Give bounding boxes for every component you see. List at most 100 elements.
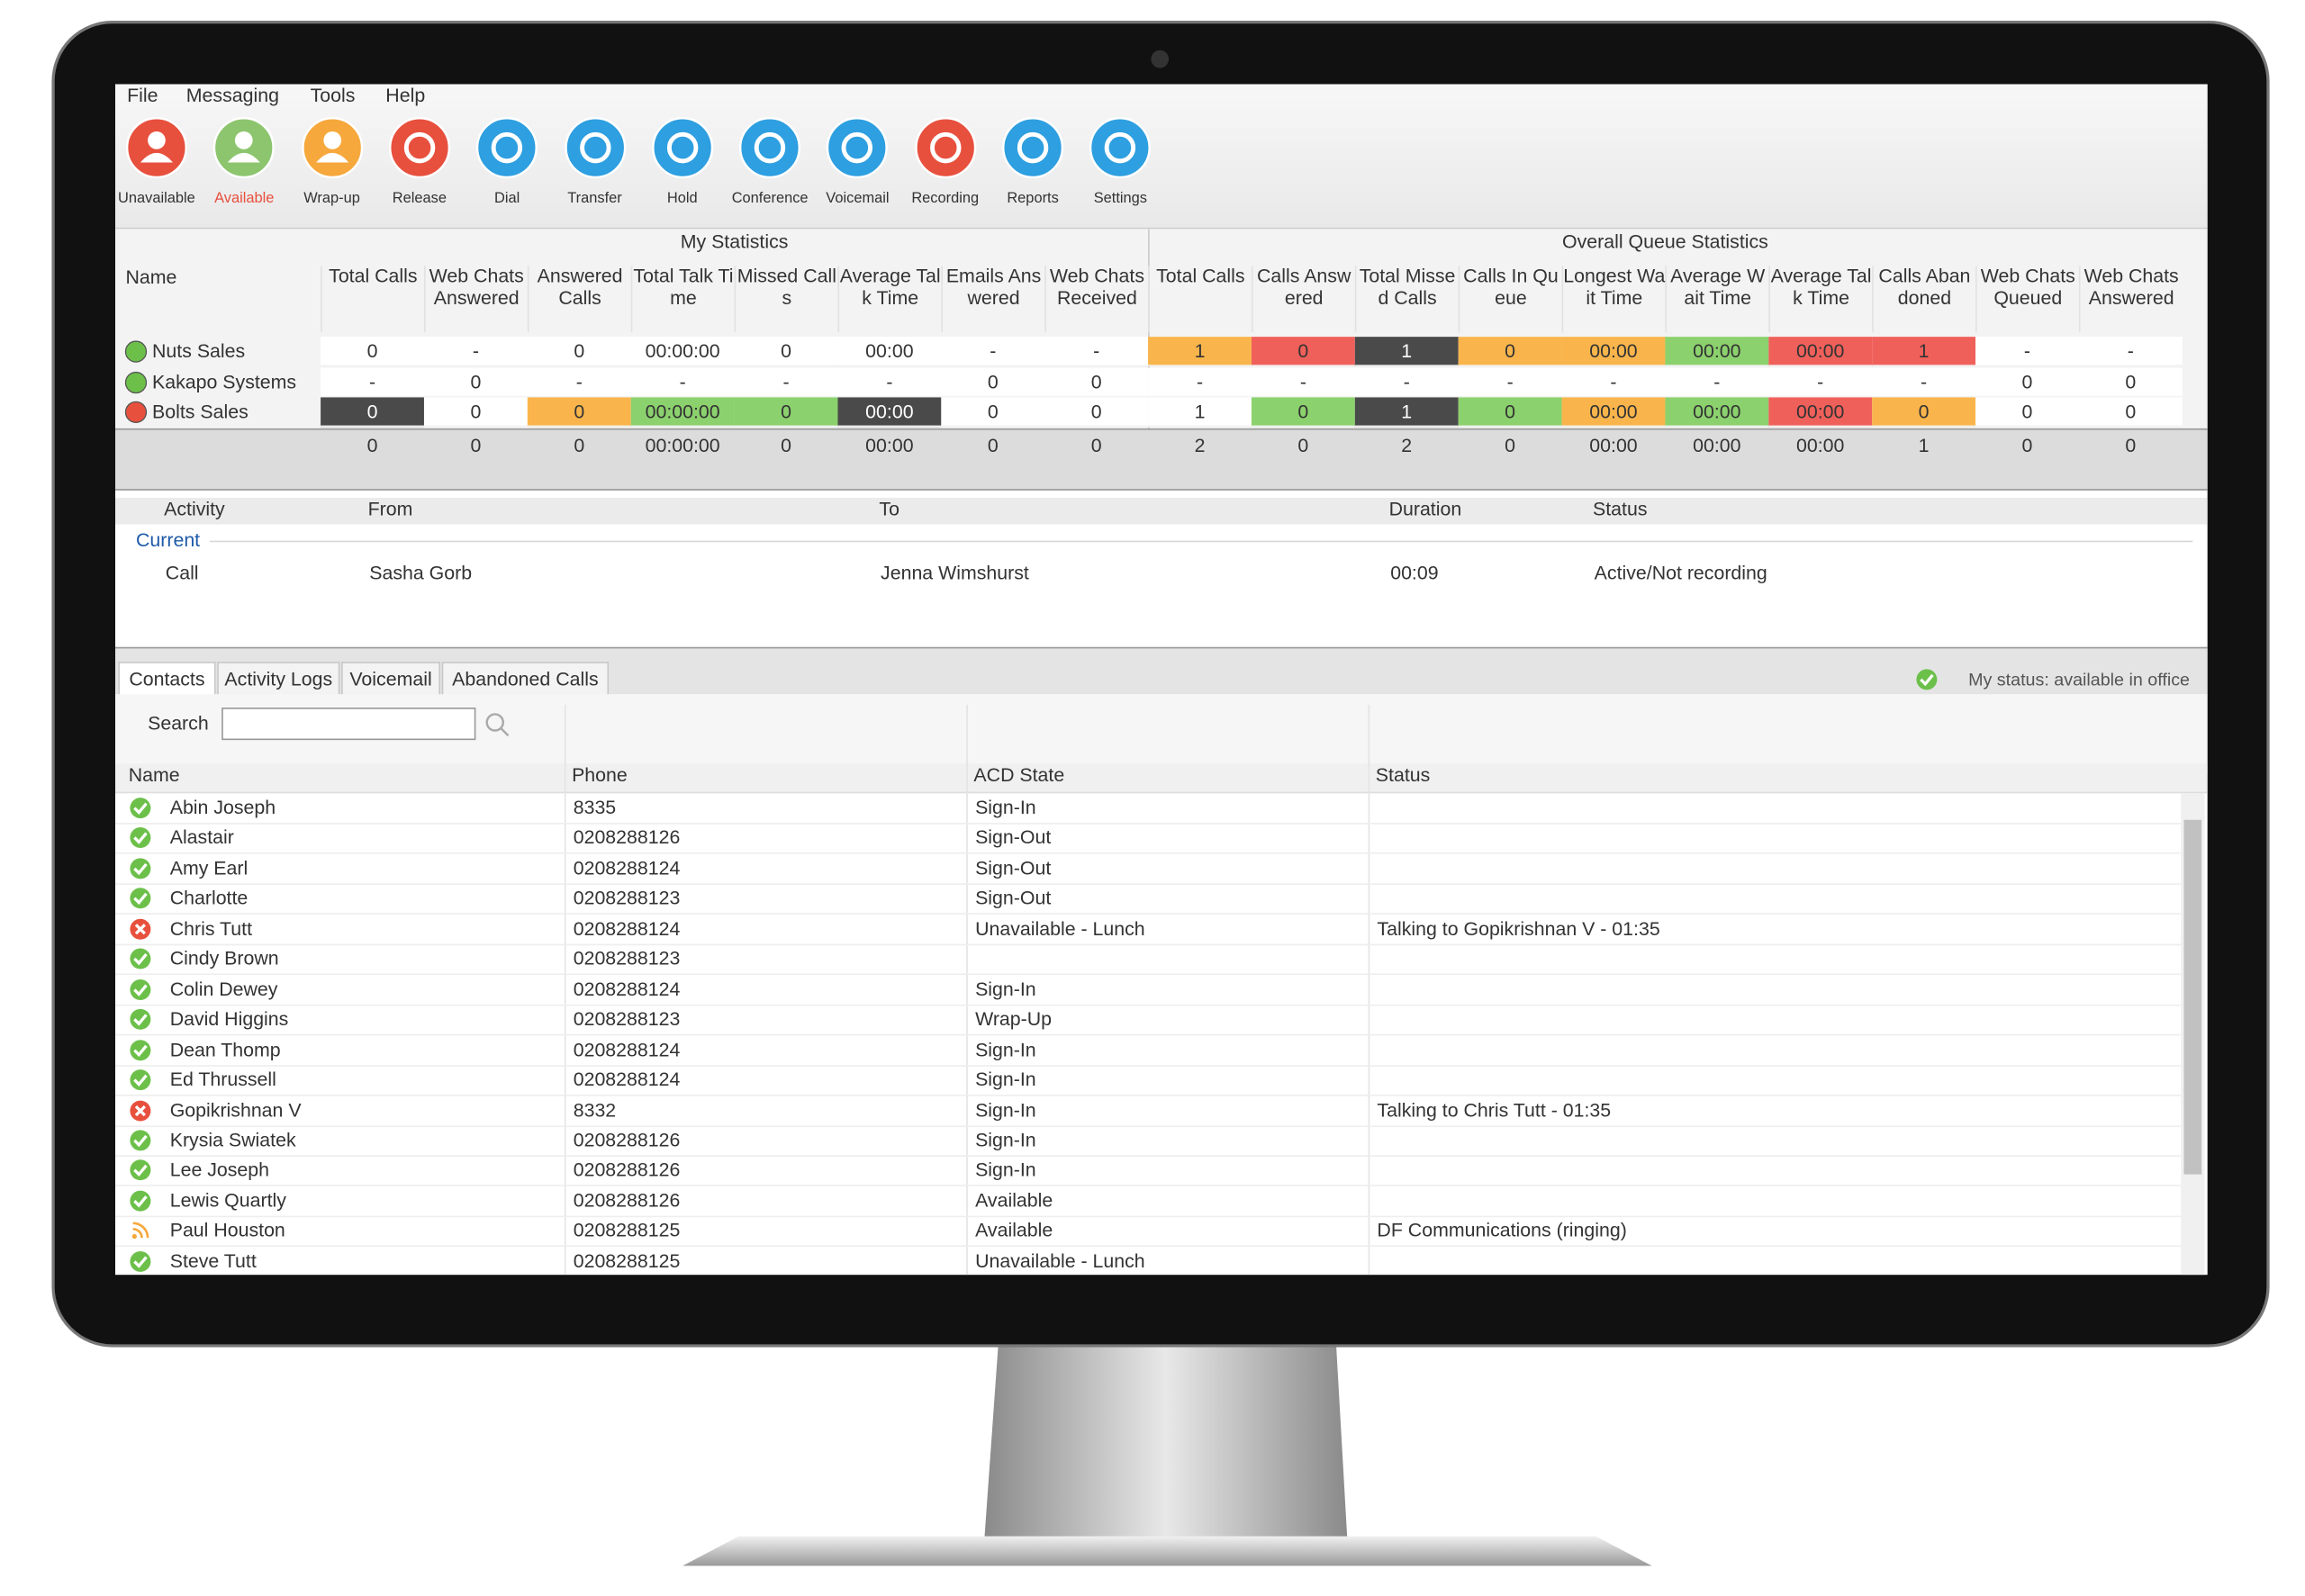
stat-cell: 0 xyxy=(2078,366,2183,397)
row-line xyxy=(115,973,2182,976)
stats-group: My Statistics xyxy=(680,230,789,253)
row-line xyxy=(115,1033,2182,1036)
stat-cell: 0 xyxy=(1975,366,2079,397)
queue-name: Bolts Sales xyxy=(152,400,249,423)
menu-item[interactable]: Help xyxy=(385,84,426,107)
contact-cell: 0208288125 xyxy=(573,1249,681,1272)
stat-cell: 0 xyxy=(1044,366,1149,397)
contact-cell: 0208288124 xyxy=(573,977,681,1000)
contact-cell[interactable]: Paul Houston xyxy=(169,1219,285,1241)
contact-status-icon xyxy=(130,1159,151,1181)
stat-cell: - xyxy=(837,366,942,397)
contact-cell[interactable]: Lee Joseph xyxy=(169,1159,270,1181)
menu-item[interactable]: File xyxy=(127,84,158,107)
contact-cell: Wrap-Up xyxy=(975,1007,1053,1031)
contact-cell: Available xyxy=(975,1188,1053,1212)
search-input[interactable] xyxy=(221,708,476,741)
toolbar-icon xyxy=(564,117,626,179)
total-cell: 0 xyxy=(2021,434,2033,457)
total-cell: 2 xyxy=(1401,434,1413,457)
contact-cell: Sign-In xyxy=(975,1068,1036,1091)
contact-cell[interactable]: Dean Thomp xyxy=(169,1037,281,1060)
contact-cell[interactable]: Lewis Quartly xyxy=(169,1188,286,1212)
toolbar-label[interactable]: Wrap-up xyxy=(303,190,360,207)
contact-status-icon xyxy=(131,1222,149,1240)
toolbar-label[interactable]: Release xyxy=(392,190,447,207)
stat-cell: 0 xyxy=(1044,397,1149,428)
contacts-header-bg xyxy=(115,763,2208,794)
toolbar-label[interactable]: Dial xyxy=(494,190,520,207)
row-line xyxy=(115,1004,2182,1006)
col-header: Calls Answered xyxy=(1251,265,1355,333)
toolbar-label[interactable]: Settings xyxy=(1093,190,1148,207)
contact-cell: Sign-In xyxy=(975,1037,1036,1060)
toolbar-icon xyxy=(213,117,276,179)
toolbar-label[interactable]: Reports xyxy=(1007,190,1059,207)
col-header: Answered Calls xyxy=(527,265,631,333)
tab[interactable]: Voicemail xyxy=(341,662,441,695)
toolbar-icon xyxy=(1089,117,1152,179)
stat-cell: 0 xyxy=(941,397,1045,428)
stat-cell: - xyxy=(1044,337,1149,366)
row-line xyxy=(115,943,2182,945)
contact-cell[interactable]: Cindy Brown xyxy=(169,947,279,969)
toolbar-icon xyxy=(739,117,801,179)
contact-cell[interactable]: Krysia Swiatek xyxy=(169,1128,296,1151)
contact-cell: 0208288123 xyxy=(573,1007,681,1031)
toolbar-label[interactable]: Hold xyxy=(666,190,698,207)
contact-cell: Talking to Chris Tutt - 01:35 xyxy=(1377,1098,1612,1121)
stat-cell: 0 xyxy=(734,397,838,428)
tab[interactable]: Abandoned Calls xyxy=(441,662,610,695)
contact-cell[interactable]: Alastair xyxy=(169,826,234,849)
menu-item[interactable]: Messaging xyxy=(185,84,279,107)
col-divider xyxy=(966,704,968,1276)
contact-cell: Sign-In xyxy=(975,1098,1036,1121)
toolbar-label[interactable]: Conference xyxy=(731,190,809,207)
contact-cell: Talking to Gopikrishnan V - 01:35 xyxy=(1377,916,1660,940)
contact-cell[interactable]: Gopikrishnan V xyxy=(169,1098,302,1121)
contact-cell: Sign-In xyxy=(975,796,1036,819)
stat-cell: 1 xyxy=(1872,337,1976,366)
col-header: Name xyxy=(125,266,177,289)
stat-cell: - xyxy=(1768,366,1873,397)
col-header: Longest Wait Time xyxy=(1561,265,1666,333)
contact-cell[interactable]: Chris Tutt xyxy=(169,916,253,940)
contact-cell[interactable]: Ed Thrussell xyxy=(169,1068,276,1091)
col-header: Average Wait Time xyxy=(1665,265,1768,333)
total-cell: 0 xyxy=(1505,434,1516,457)
contact-cell[interactable]: Colin Dewey xyxy=(169,977,278,1000)
toolbar-label[interactable]: Recording xyxy=(911,190,980,207)
stat-cell: - xyxy=(1148,366,1252,397)
tab[interactable]: Activity Logs xyxy=(217,662,340,695)
contact-cell[interactable]: David Higgins xyxy=(169,1007,289,1031)
total-cell: 00:00 xyxy=(1693,434,1741,457)
toolbar-label[interactable]: Transfer xyxy=(567,190,622,207)
tab[interactable]: Contacts xyxy=(118,662,216,695)
contact-cell[interactable]: Steve Tutt xyxy=(169,1249,257,1272)
toolbar-label[interactable]: Voicemail xyxy=(826,190,890,207)
total-cell: 0 xyxy=(574,434,585,457)
activity-cell: Jenna Wimshurst xyxy=(881,561,1029,584)
contact-cell[interactable]: Charlotte xyxy=(169,887,249,909)
col-header: Web Chats Answered xyxy=(423,265,528,333)
contact-cell[interactable]: Amy Earl xyxy=(169,856,249,879)
stat-cell: 00:00 xyxy=(837,397,942,428)
stat-cell: 0 xyxy=(941,366,1045,397)
contacts-col-header: Name xyxy=(128,763,180,787)
toolbar-label[interactable]: Unavailable xyxy=(118,190,195,207)
col-header: Calls Abandoned xyxy=(1872,265,1975,333)
activity-col-header: Status xyxy=(1593,498,1648,520)
col-header: Total Calls xyxy=(321,265,424,333)
toolbar-label[interactable]: Available xyxy=(214,190,275,207)
col-header: Web Chats Answered xyxy=(2078,265,2183,333)
stat-cell: - xyxy=(423,337,528,366)
contact-cell[interactable]: Abin Joseph xyxy=(169,796,276,819)
total-cell: 0 xyxy=(1297,434,1309,457)
menu-item[interactable]: Tools xyxy=(310,84,356,107)
stat-cell: 00:00 xyxy=(1768,397,1873,428)
stat-cell: 0 xyxy=(321,337,424,366)
screen: File Messaging Tools Help Unavailable Availab… xyxy=(115,84,2208,1276)
contact-cell: 8332 xyxy=(573,1098,617,1121)
stat-cell: - xyxy=(321,366,424,397)
